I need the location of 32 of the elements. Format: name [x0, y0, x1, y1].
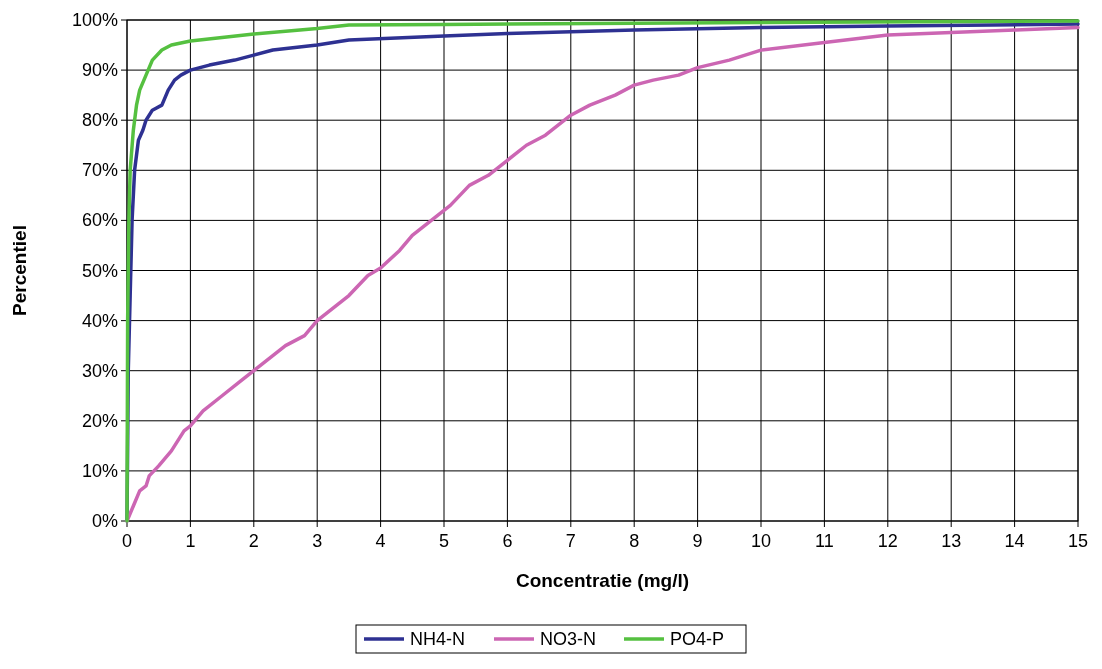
x-tick-label: 0 [121, 531, 133, 551]
y-tick-label: 0% [91, 511, 118, 531]
legend-label: NO3-N [540, 629, 597, 649]
y-tick-label: 30% [81, 360, 118, 381]
y-axis-title: Percentiel [9, 225, 30, 316]
y-tick-label: 80% [81, 110, 118, 131]
y-tick-label: 60% [81, 210, 118, 231]
legend-label: NH4-N [410, 629, 466, 649]
y-tick-label: 40% [81, 310, 118, 331]
x-tick-label: 3 [312, 531, 323, 551]
x-tick-label: 11 [815, 531, 834, 551]
y-tick-label: 10% [81, 460, 118, 481]
y-tick-label: 50% [81, 260, 118, 281]
y-tick-label: 100% [71, 10, 118, 30]
y-tick-label: 20% [81, 410, 118, 431]
y-tick-label: 70% [81, 160, 118, 181]
x-tick-label: 6 [502, 531, 513, 551]
x-tick-label: 8 [629, 531, 640, 551]
x-tick-label: 12 [877, 531, 898, 551]
x-tick-label: 5 [438, 531, 450, 551]
y-tick-label: 90% [81, 60, 118, 81]
x-tick-label: 14 [1004, 531, 1025, 551]
x-tick-label: 4 [375, 531, 386, 551]
legend-label: PO4-P [670, 629, 725, 649]
x-axis-title: Concentratie (mg/l) [515, 570, 690, 591]
x-tick-label: 15 [1067, 531, 1089, 551]
x-tick-label: 1 [185, 531, 196, 551]
x-tick-label: 7 [565, 531, 576, 551]
x-tick-label: 2 [248, 531, 259, 551]
x-tick-label: 13 [941, 531, 962, 551]
x-tick-label: 9 [692, 531, 703, 551]
x-tick-label: 10 [750, 531, 772, 551]
